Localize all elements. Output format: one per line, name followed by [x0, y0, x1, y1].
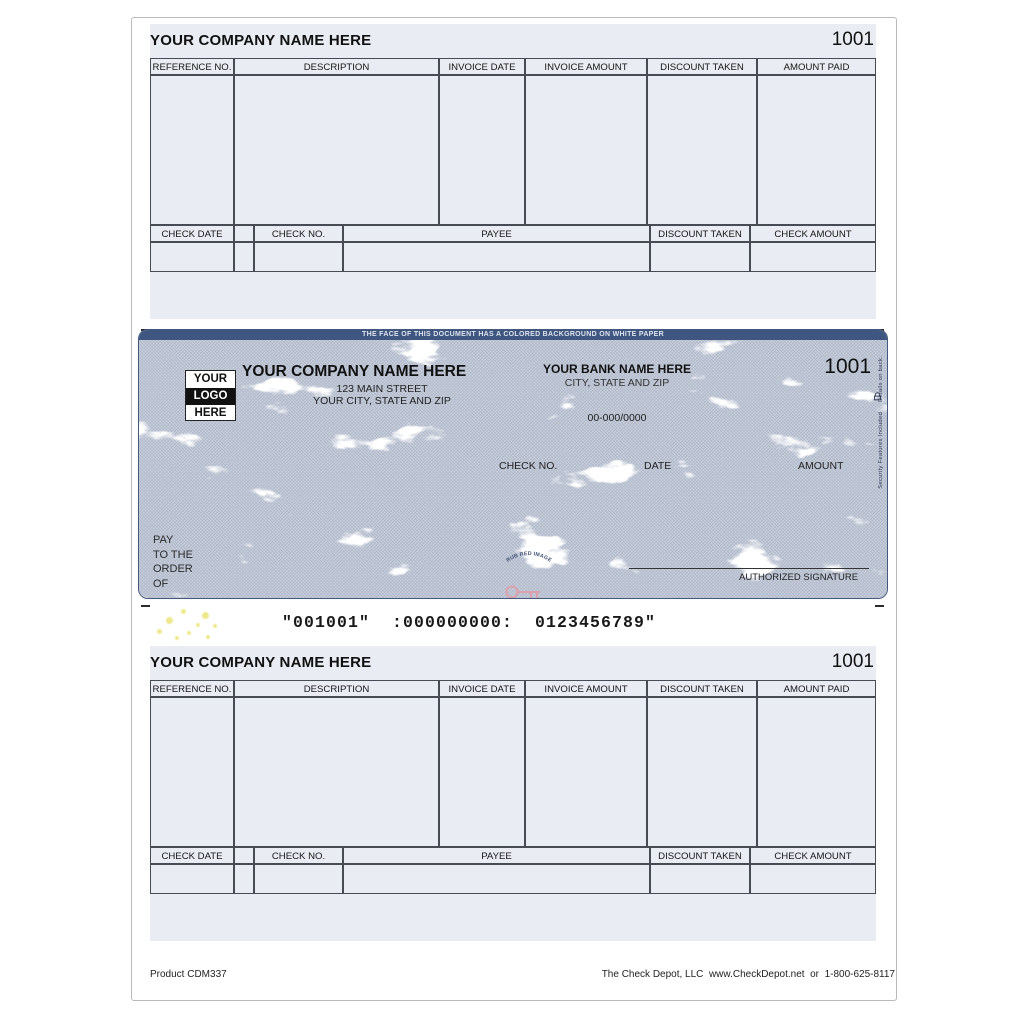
- svg-text:RUB RED IMAGE: RUB RED IMAGE: [505, 551, 552, 564]
